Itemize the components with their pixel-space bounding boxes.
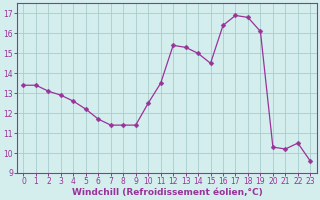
X-axis label: Windchill (Refroidissement éolien,°C): Windchill (Refroidissement éolien,°C) bbox=[72, 188, 262, 197]
